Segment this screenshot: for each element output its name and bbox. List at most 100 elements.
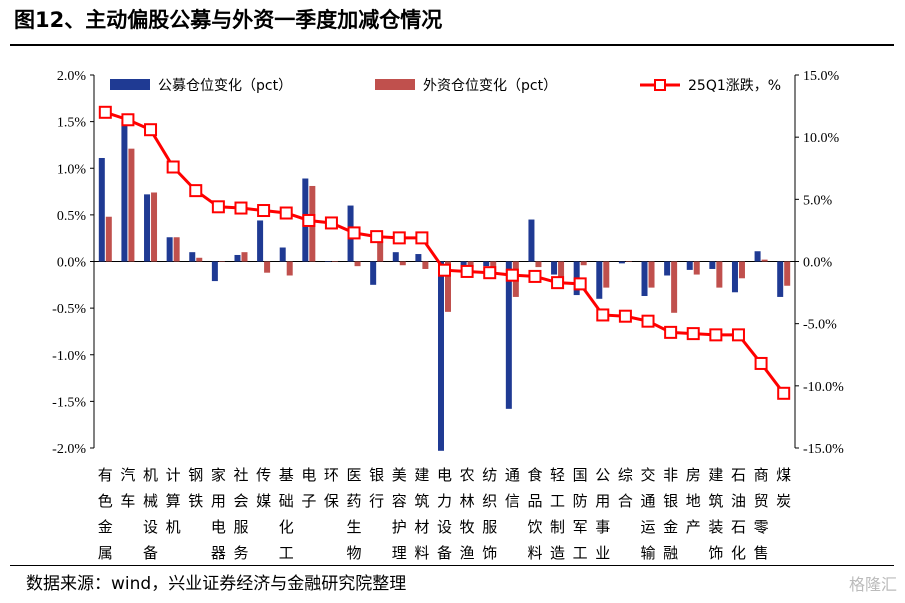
category-label: 售 [754, 544, 769, 560]
fund-bar [257, 220, 264, 262]
category-label: 银 [663, 492, 678, 510]
category-label: 合 [618, 492, 633, 510]
return-marker [709, 328, 723, 342]
foreign-bar [128, 148, 135, 262]
category-label: 器 [211, 544, 226, 560]
category-label: 国 [573, 466, 588, 484]
return-marker [98, 105, 112, 119]
category-label: 公 [595, 466, 610, 484]
category-label: 设 [143, 518, 158, 536]
fund-bar [211, 261, 218, 282]
right-tick-label: -10.0% [803, 380, 844, 395]
category-label: 础 [279, 492, 294, 510]
foreign-bar [535, 261, 542, 268]
fund-bar [392, 252, 399, 262]
category-label: 渔 [460, 544, 475, 560]
category-label: 油 [731, 492, 746, 510]
category-label: 饰 [708, 544, 723, 560]
category-label: 医 [347, 466, 362, 484]
category-label: 计 [166, 466, 181, 484]
category-label: 商 [754, 466, 769, 484]
category-label: 防 [573, 492, 588, 510]
category-label: 金 [663, 518, 678, 536]
fund-bar [731, 261, 738, 293]
category-label: 业 [595, 544, 610, 560]
category-label: 通 [641, 492, 656, 510]
return-marker [415, 231, 429, 245]
legend-foreign-label: 外资仓位变化（pct） [423, 78, 557, 94]
right-tick-label: 10.0% [803, 131, 840, 146]
fund-bar [528, 219, 535, 262]
right-tick-label: -15.0% [803, 442, 844, 457]
category-label: 药 [347, 492, 362, 510]
category-label: 机 [166, 518, 181, 536]
category-label: 轻 [550, 466, 565, 484]
foreign-bar [648, 261, 655, 288]
return-line [104, 110, 785, 395]
category-label: 车 [120, 492, 135, 510]
fund-bar [709, 261, 716, 269]
fund-bar [460, 261, 467, 269]
legend-fund-label: 公募仓位变化（pct） [158, 78, 292, 94]
return-marker [144, 123, 158, 137]
foreign-bar [603, 261, 610, 288]
category-label: 电 [301, 466, 316, 484]
category-label: 基 [279, 466, 294, 484]
category-label: 传 [256, 466, 271, 484]
category-label: 建 [708, 466, 723, 484]
category-label: 食 [527, 466, 542, 484]
category-label: 饮 [527, 518, 542, 536]
category-label: 造 [550, 544, 565, 560]
category-label: 铁 [188, 492, 203, 510]
foreign-bar [399, 261, 406, 266]
return-marker [664, 325, 678, 339]
category-label: 理 [392, 544, 407, 560]
category-label: 械 [143, 492, 158, 510]
foreign-bar [558, 261, 565, 283]
fund-bar [415, 254, 422, 262]
return-marker [302, 213, 316, 227]
foreign-bar [716, 261, 723, 288]
fund-bar [324, 261, 331, 262]
category-label: 设 [437, 518, 452, 536]
foreign-bar [151, 192, 158, 262]
category-label: 物 [347, 544, 362, 560]
fund-bar [189, 252, 196, 262]
category-label: 牧 [460, 518, 475, 536]
foreign-bar [671, 261, 678, 313]
foreign-bar [241, 252, 248, 262]
fund-bar [438, 261, 444, 451]
fund-bar [370, 261, 377, 285]
return-marker [618, 309, 632, 323]
category-label: 算 [166, 492, 181, 510]
fund-bar [686, 261, 693, 270]
left-tick-label: -1.5% [52, 395, 86, 410]
foreign-bar [580, 261, 587, 266]
foreign-bar [784, 261, 791, 286]
fund-bar [98, 157, 105, 262]
category-label: 融 [663, 544, 678, 560]
category-label: 社 [233, 466, 248, 484]
fund-bar [754, 251, 761, 262]
category-label: 材 [414, 518, 429, 536]
return-marker [505, 268, 519, 282]
category-label: 品 [527, 492, 542, 510]
category-label: 地 [686, 492, 701, 510]
category-label: 服 [233, 518, 248, 536]
category-label: 属 [98, 544, 113, 560]
foreign-bar [422, 261, 429, 269]
foreign-bar [331, 261, 338, 262]
category-label: 贸 [754, 492, 769, 510]
left-tick-label: 0.5% [57, 209, 87, 224]
foreign-bar [377, 240, 384, 262]
watermark-logo: 格隆汇 [848, 575, 897, 594]
source-note: 数据来源：wind，兴业证券经济与金融研究院整理 [26, 574, 407, 594]
foreign-bar [693, 261, 700, 275]
return-marker [370, 230, 384, 244]
category-label: 工 [550, 492, 565, 510]
category-label: 用 [595, 492, 610, 510]
category-label: 务 [233, 544, 248, 560]
category-label: 工 [573, 544, 588, 560]
return-marker [641, 314, 655, 328]
category-label: 零 [754, 518, 769, 536]
